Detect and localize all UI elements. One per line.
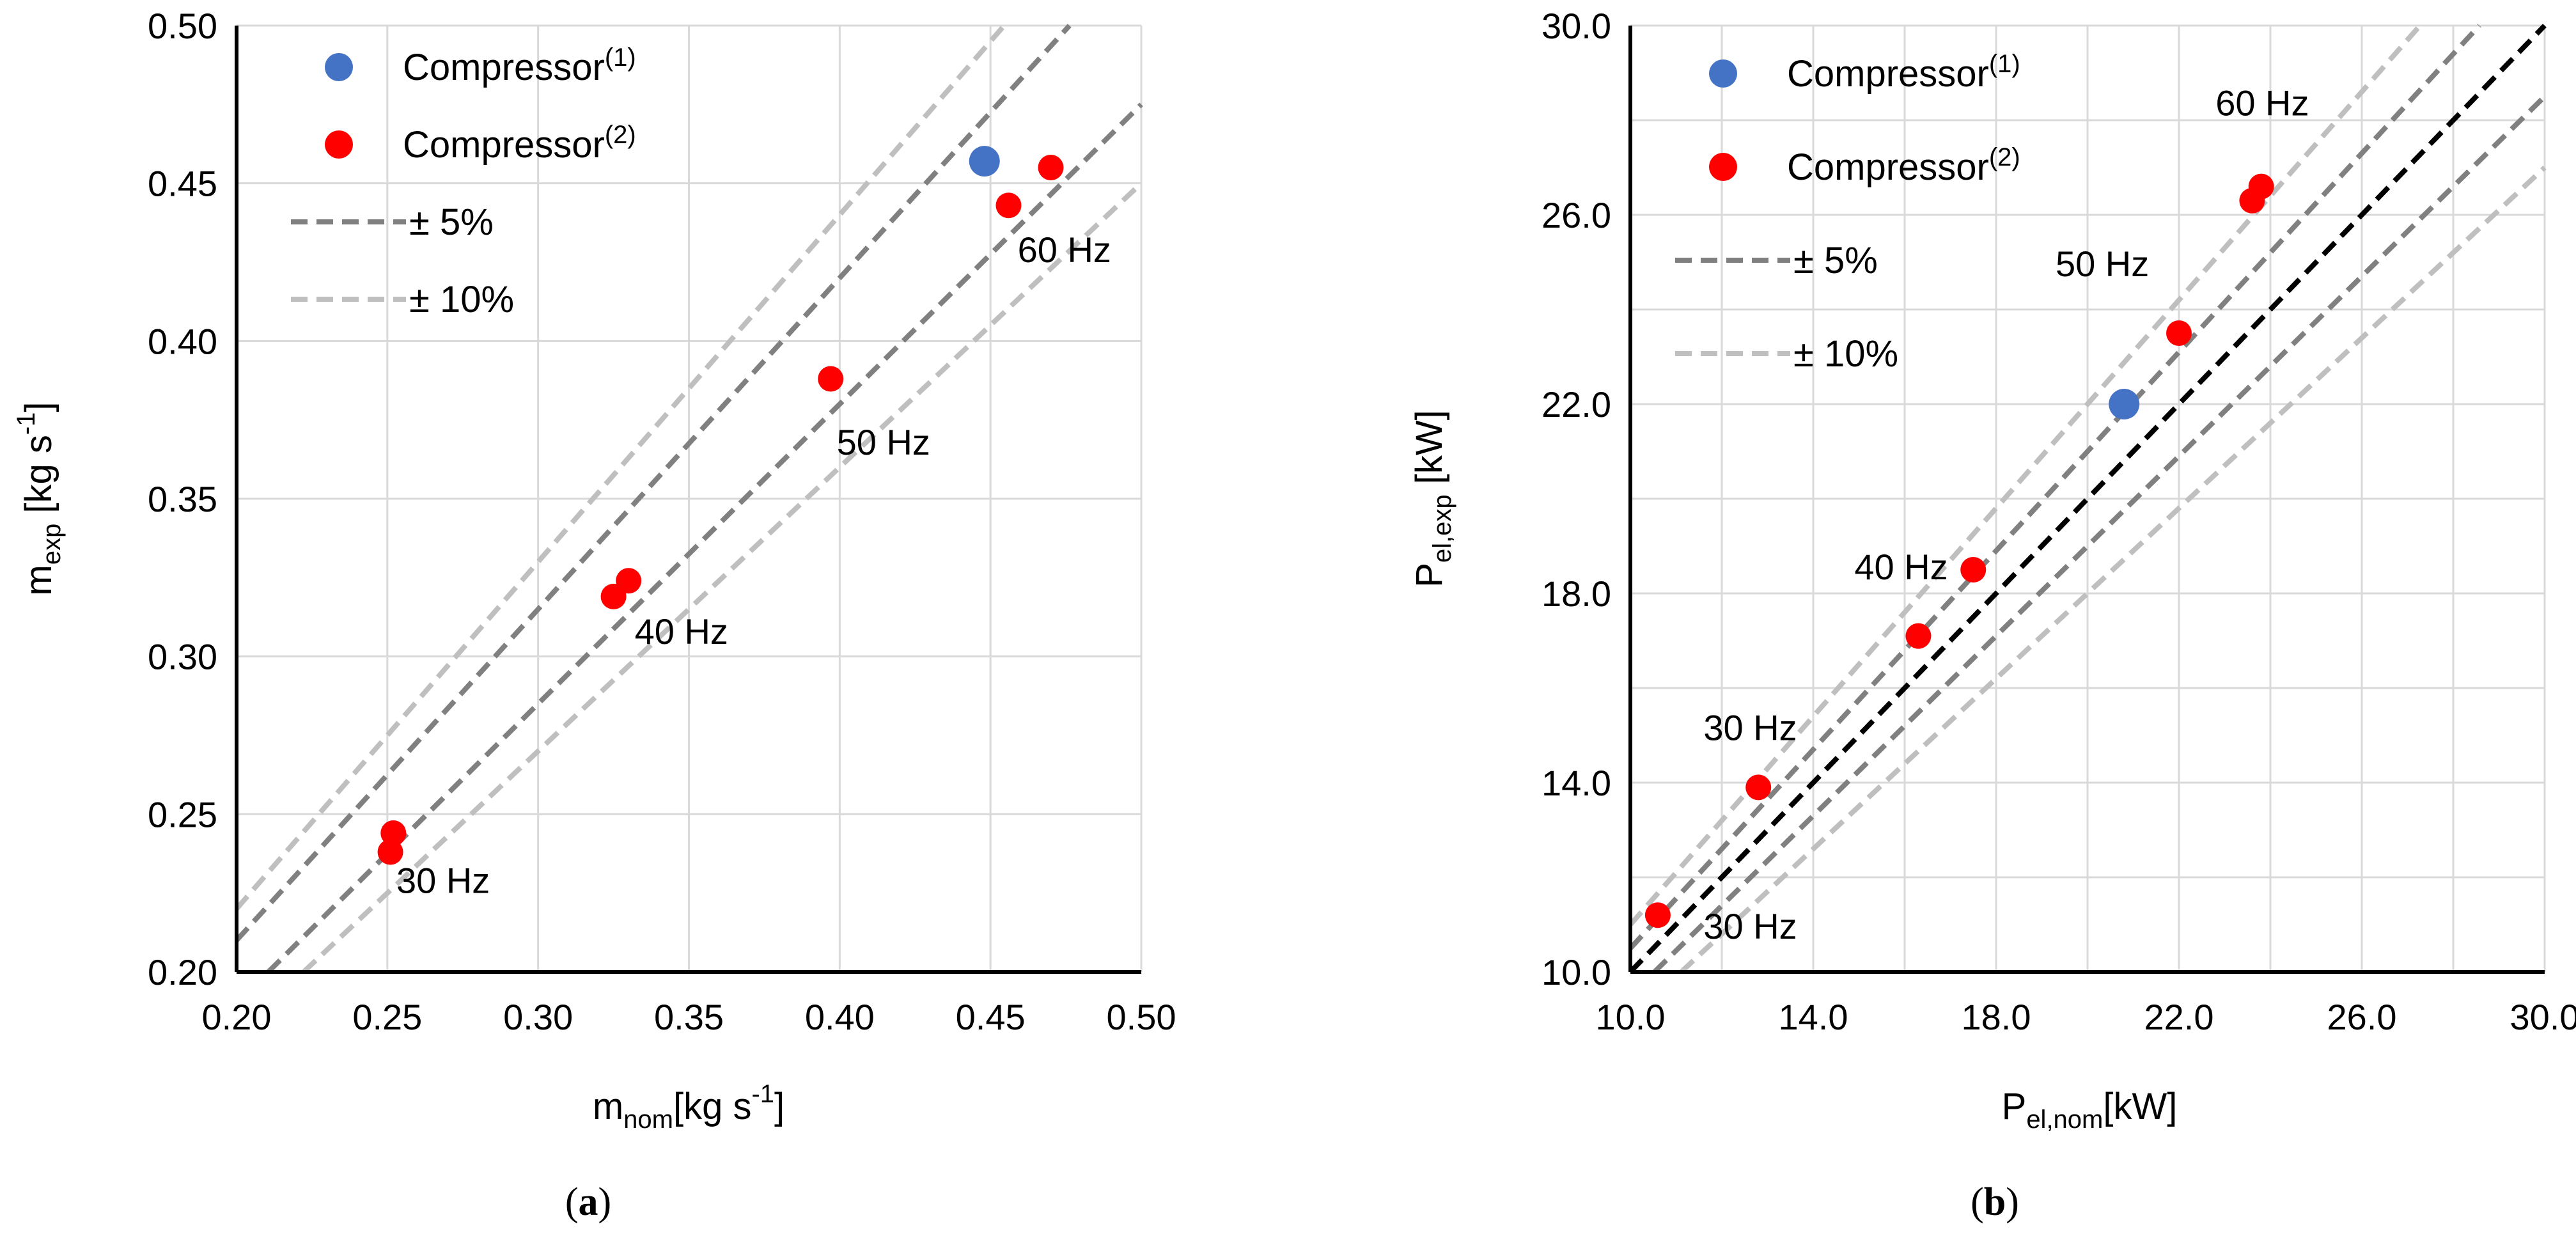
- caption-b: (b): [1971, 1180, 2019, 1224]
- legend-marker: [1709, 153, 1737, 181]
- x-tick-label: 10.0: [1596, 997, 1666, 1037]
- x-tick-label: 0.50: [1107, 997, 1176, 1037]
- legend-marker: [1709, 59, 1737, 88]
- x-tick-label: 22.0: [2144, 997, 2214, 1037]
- x-tick-label: 0.40: [805, 997, 875, 1037]
- y-axis-label: mexp [kg s-1]: [12, 402, 66, 595]
- data-point: [616, 568, 642, 594]
- reference-line: [1628, 24, 2423, 927]
- annotation-label: 60 Hz: [2215, 83, 2309, 123]
- reference-line: [1628, 24, 2481, 950]
- legend-label: Compressor(1): [1787, 50, 2020, 95]
- grid: [1630, 24, 2546, 972]
- annotation-label: 60 Hz: [1018, 230, 1111, 270]
- y-tick-label: 30.0: [1542, 6, 1611, 46]
- x-tick-label: 18.0: [1962, 997, 2031, 1037]
- data-point: [995, 192, 1022, 219]
- annotation-label: 40 Hz: [635, 611, 728, 652]
- y-tick-labels: 10.0 14.0 18.0 22.0 26.0 30.0: [1542, 6, 1611, 992]
- x-tick-label: 0.20: [202, 997, 272, 1037]
- y-tick-label: 0.25: [148, 794, 217, 834]
- y-tick-label: 14.0: [1542, 763, 1611, 803]
- data-point: [2248, 173, 2274, 199]
- axes: [1628, 26, 2545, 974]
- data-point: [2166, 320, 2192, 346]
- y-tick-label: 0.50: [148, 6, 217, 46]
- axes: [235, 26, 1141, 974]
- y-tick-label: 10.0: [1542, 952, 1611, 992]
- data-points: [1644, 173, 2274, 928]
- x-tick-label: 0.45: [956, 997, 1026, 1037]
- reference-line: [1628, 24, 2547, 974]
- data-point: [1745, 774, 1772, 801]
- annotations: 30 Hz 30 Hz 40 Hz 50 Hz 60 Hz: [1703, 83, 2309, 947]
- annotations: 30 Hz 40 Hz 50 Hz 60 Hz: [396, 230, 1111, 901]
- y-tick-label: 0.45: [148, 164, 217, 204]
- data-point: [1960, 557, 1987, 583]
- x-tick-labels: 0.20 0.25 0.30 0.35 0.40 0.45 0.50: [202, 997, 1176, 1037]
- y-tick-label: 22.0: [1542, 384, 1611, 425]
- reference-line: [1652, 95, 2547, 974]
- legend: Compressor(1) Compressor(2) ± 5% ± 10%: [1675, 50, 2020, 375]
- data-point: [1038, 155, 1064, 180]
- chart-panel-a: 0.20 0.25 0.30 0.35 0.40 0.45 0.50 0.20 0.25 0.3…: [12, 6, 1176, 1224]
- x-tick-labels: 10.0 14.0 18.0 22.0 26.0 30.0: [1596, 997, 2576, 1037]
- annotation-label: 40 Hz: [1854, 547, 1948, 587]
- data-point: [377, 839, 403, 865]
- y-axis-label: Pel,exp [kW]: [1409, 410, 1456, 588]
- x-axis-label: Pel,nom[kW]: [2002, 1086, 2178, 1134]
- annotation-label: 30 Hz: [1703, 906, 1797, 946]
- x-tick-label: 26.0: [2327, 997, 2397, 1037]
- reference-line: [235, 24, 1072, 943]
- reference-lines: [1628, 24, 2547, 974]
- annotation-label: 30 Hz: [396, 861, 490, 901]
- caption-a: (a): [565, 1180, 611, 1224]
- x-tick-label: 0.25: [352, 997, 422, 1037]
- x-tick-label: 30.0: [2510, 997, 2576, 1037]
- x-axis-label: mnom[kg s-1]: [593, 1080, 785, 1134]
- annotation-label: 50 Hz: [2056, 244, 2149, 284]
- reference-line: [266, 102, 1143, 974]
- data-point: [2109, 389, 2140, 419]
- y-tick-label: 0.35: [148, 479, 217, 519]
- legend-label: Compressor(1): [403, 43, 636, 88]
- annotation-label: 50 Hz: [837, 422, 930, 462]
- grid: [237, 24, 1143, 972]
- legend-label: ± 10%: [1793, 333, 1898, 375]
- y-tick-label: 0.40: [148, 321, 217, 361]
- chart-panel-b: 10.0 14.0 18.0 22.0 26.0 30.0 10.0 14.0 18.0 22.…: [1409, 6, 2576, 1224]
- legend-label: ± 5%: [409, 201, 494, 243]
- x-tick-label: 14.0: [1779, 997, 1848, 1037]
- data-points: [377, 146, 1064, 865]
- x-tick-label: 0.30: [503, 997, 573, 1037]
- y-tick-label: 0.20: [148, 952, 217, 992]
- reference-lines: [234, 24, 1143, 974]
- y-tick-labels: 0.20 0.25 0.30 0.35 0.40 0.45 0.50: [148, 6, 217, 992]
- legend-marker: [325, 53, 353, 81]
- data-point: [969, 146, 1000, 177]
- legend-label: Compressor(2): [403, 121, 636, 166]
- y-tick-label: 0.30: [148, 637, 217, 677]
- legend-label: Compressor(2): [1787, 143, 2020, 188]
- reference-line: [302, 181, 1143, 974]
- legend-label: ± 5%: [1793, 240, 1878, 281]
- data-point: [818, 366, 844, 392]
- y-tick-label: 26.0: [1542, 195, 1611, 235]
- legend-marker: [325, 130, 353, 159]
- y-tick-label: 18.0: [1542, 574, 1611, 614]
- x-tick-label: 0.35: [654, 997, 724, 1037]
- legend-label: ± 10%: [409, 279, 514, 320]
- annotation-label: 30 Hz: [1703, 707, 1797, 747]
- data-point: [1644, 902, 1671, 928]
- legend: Compressor(1) Compressor(2) ± 5% ± 10%: [291, 43, 636, 320]
- data-point: [1905, 623, 1932, 649]
- reference-line: [1679, 166, 2547, 974]
- reference-line: [234, 24, 1006, 911]
- data-point: [380, 820, 407, 846]
